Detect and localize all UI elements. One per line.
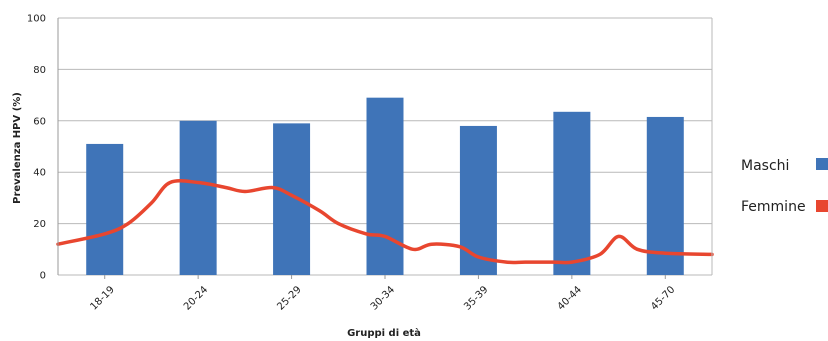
legend-label-femmine: Femmine xyxy=(741,199,806,215)
bar-maschi-18-19 xyxy=(86,143,124,275)
x-axis-title: Gruppi di età xyxy=(347,327,421,339)
x-tick-label-35-39: 35-39 xyxy=(462,284,490,312)
bar-maschi-20-24 xyxy=(179,120,217,275)
line-femmine xyxy=(56,179,714,265)
x-tick-label-40-44: 40-44 xyxy=(556,284,584,312)
bar-series xyxy=(86,97,684,276)
x-tick-label-18-19: 18-19 xyxy=(89,284,117,312)
line-series xyxy=(56,179,714,265)
bar-maschi-25-29 xyxy=(273,123,311,276)
legend-swatch-femmine xyxy=(816,200,828,212)
bar-maschi-45-70 xyxy=(646,116,684,275)
bar-maschi-30-34 xyxy=(366,97,404,275)
y-tick-label-20: 20 xyxy=(33,219,46,230)
y-tick-label-100: 100 xyxy=(27,14,46,25)
legend-swatch-maschi xyxy=(816,158,828,170)
y-tick-label-60: 60 xyxy=(33,116,46,127)
legend: Maschi Femmine xyxy=(741,158,828,215)
bar-maschi-40-44 xyxy=(553,111,591,276)
y-axis-title: Prevalenza HPV (%) xyxy=(12,92,23,204)
x-tick-label-30-34: 30-34 xyxy=(369,284,397,312)
x-tick-label-45-70: 45-70 xyxy=(649,284,677,312)
y-tick-label-0: 0 xyxy=(40,271,46,282)
y-tick-label-40: 40 xyxy=(33,168,46,179)
x-tick-label-25-29: 25-29 xyxy=(275,284,303,312)
bar-maschi-35-39 xyxy=(459,125,497,275)
y-tick-label-80: 80 xyxy=(33,65,46,76)
legend-label-maschi: Maschi xyxy=(741,158,789,174)
x-tick-label-20-24: 20-24 xyxy=(182,284,210,312)
